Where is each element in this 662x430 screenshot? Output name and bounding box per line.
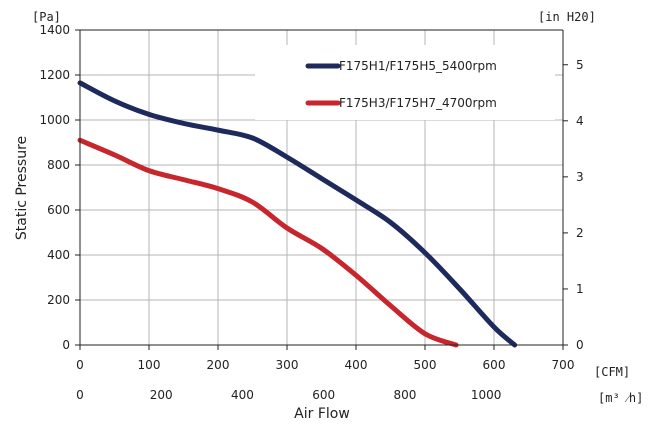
x-unit-label: [CFM] <box>594 365 630 379</box>
tick-labels: 0 200 400 600 800 1000 1200 1400 0 1 2 3 4 5 0 100 200 30… <box>39 23 583 402</box>
y-tick-label: 200 <box>47 293 70 307</box>
y2-tick-label: 2 <box>576 226 584 240</box>
y2-tick-label: 1 <box>576 282 584 296</box>
y2-unit-label: [in H20] <box>538 10 596 24</box>
x2-tick-label: 1000 <box>471 388 502 402</box>
x2-tick-label: 600 <box>312 388 335 402</box>
y-tick-label: 1400 <box>39 23 70 37</box>
legend: F175H1/F175H5_5400rpm F175H3/F175H7_4700r… <box>305 59 497 110</box>
x-tick-label: 100 <box>138 358 161 372</box>
legend-label-2: F175H3/F175H7_4700rpm <box>339 96 497 110</box>
x-tick-label: 400 <box>345 358 368 372</box>
x2-tick-label: 0 <box>76 388 84 402</box>
y-unit-label: [Pa] <box>32 10 61 24</box>
legend-box <box>255 45 555 120</box>
y2-tick-label: 5 <box>576 58 584 72</box>
y-tick-label: 600 <box>47 203 70 217</box>
y-tick-label: 1200 <box>39 68 70 82</box>
series-line-1 <box>77 80 518 348</box>
x-axis-title: Air Flow <box>294 406 350 422</box>
x2-unit-label: [m³ ⁄h] <box>598 391 643 405</box>
axes <box>75 29 568 350</box>
series-layer <box>77 80 518 348</box>
series-line-2 <box>77 137 459 348</box>
legend-background <box>255 45 555 120</box>
x2-tick-label: 400 <box>231 388 254 402</box>
x-tick-label: 700 <box>552 358 575 372</box>
x-tick-label: 200 <box>207 358 230 372</box>
y2-tick-label: 4 <box>576 114 584 128</box>
x-tick-label: 600 <box>483 358 506 372</box>
y-axis-title: Static Pressure <box>14 136 30 240</box>
y-tick-label: 0 <box>62 338 70 352</box>
y2-tick-label: 3 <box>576 170 584 184</box>
x2-tick-label: 800 <box>393 388 416 402</box>
x-tick-label: 500 <box>414 358 437 372</box>
y-tick-label: 1000 <box>39 113 70 127</box>
x-tick-label: 300 <box>276 358 299 372</box>
y-tick-label: 800 <box>47 158 70 172</box>
legend-label-1: F175H1/F175H5_5400rpm <box>339 59 497 73</box>
y-tick-label: 400 <box>47 248 70 262</box>
y2-tick-label: 0 <box>576 338 584 352</box>
x-tick-label: 0 <box>76 358 84 372</box>
x2-tick-label: 200 <box>150 388 173 402</box>
